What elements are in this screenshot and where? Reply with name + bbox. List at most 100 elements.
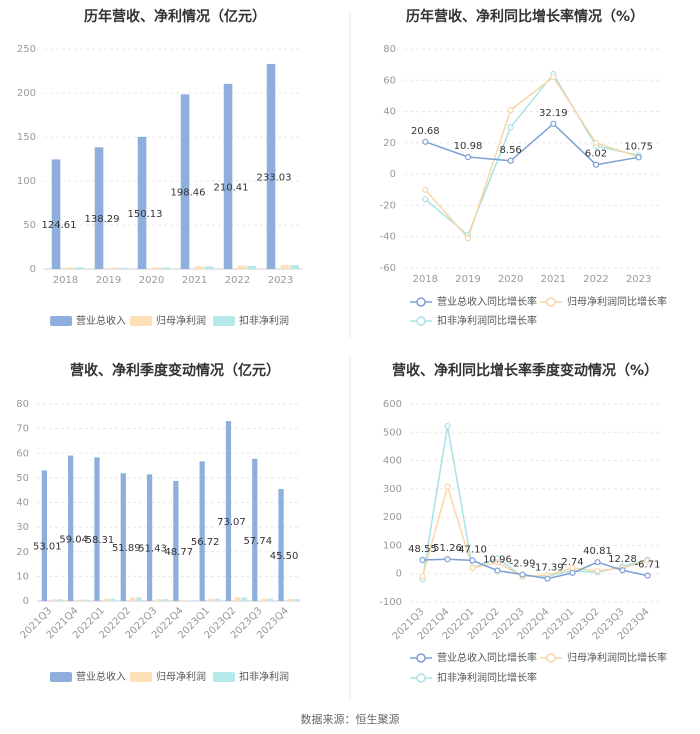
y-tick-label: 50: [23, 220, 36, 231]
y-tick-label: 0: [30, 264, 36, 275]
x-tick-label: 2023: [268, 275, 293, 286]
bar-value-label: 150.13: [128, 209, 163, 220]
bar-value-label: 57.74: [243, 536, 272, 547]
bar-revenue: [278, 488, 284, 601]
point-net-profit-growth: [594, 567, 601, 574]
bar-revenue: [51, 159, 61, 269]
bar-value-label: 198.46: [171, 188, 206, 199]
point-net-profit-growth: [507, 106, 514, 114]
point-net-profit-growth: [444, 483, 451, 490]
y-tick-label: 10: [16, 571, 29, 582]
point-revenue-growth: [644, 572, 651, 579]
y-tick-label: -60: [380, 263, 396, 274]
bar-value-label: 138.29: [85, 214, 120, 225]
x-tick-label: 2019: [96, 275, 121, 286]
line-value-label: -2.99: [510, 559, 536, 570]
legend-marker: [416, 316, 426, 326]
point-revenue-growth: [619, 567, 626, 574]
bar-net-profit: [156, 599, 162, 601]
chart-title: 营收、净利季度变动情况（亿元）: [70, 362, 280, 379]
bar-revenue: [94, 147, 104, 269]
legend-label: 归母净利润同比增长率: [567, 651, 667, 664]
legend-label: 归母净利润: [156, 314, 206, 327]
y-tick-label: -40: [380, 232, 396, 243]
bar-net-profit: [182, 600, 188, 601]
legend-marker: [416, 297, 426, 307]
bar-deducted-profit: [109, 598, 116, 601]
legend-swatch: [213, 316, 235, 326]
y-tick-label: 0: [23, 596, 29, 607]
bar-revenue: [266, 63, 276, 270]
y-tick-label: 100: [17, 176, 36, 187]
bar-revenue: [41, 470, 47, 601]
bar-revenue: [68, 455, 74, 601]
bar-deducted-profit: [136, 597, 142, 601]
legend-label: 扣非净利润: [239, 670, 289, 683]
y-tick-label: -20: [380, 200, 396, 211]
line-value-label: 8.56: [500, 145, 522, 156]
y-tick-label: 60: [383, 75, 396, 86]
chart-title: 营收、净利同比增长率季度变动情况（%）: [392, 362, 658, 379]
y-tick-label: 150: [17, 132, 36, 143]
bar-net-profit: [261, 598, 267, 601]
legend-label: 扣非净利润同比增长率: [437, 671, 537, 684]
bar-net-profit: [194, 266, 204, 269]
legend-marker: [546, 653, 556, 663]
chart-title: 历年营收、净利同比增长率情况（%）: [406, 8, 644, 25]
x-tick-label: 2022: [225, 275, 250, 286]
bar-net-profit: [108, 267, 118, 269]
point-deducted-growth: [444, 422, 451, 430]
y-tick-label: 40: [383, 107, 396, 118]
bar-value-label: 48.77: [165, 547, 194, 558]
point-net-profit-growth: [464, 235, 472, 242]
line-net-profit-growth: [424, 76, 639, 240]
line-value-label: 6.02: [585, 149, 607, 160]
bar-net-profit: [65, 267, 75, 269]
point-revenue-growth: [550, 120, 557, 127]
point-revenue-growth: [594, 559, 601, 566]
bar-deducted-profit: [118, 267, 127, 269]
bar-net-profit: [103, 598, 109, 601]
line-value-label: 10.98: [454, 141, 483, 152]
point-revenue-growth: [494, 567, 501, 574]
legend-swatch: [50, 672, 72, 682]
point-net-profit-growth: [419, 573, 426, 580]
point-revenue-growth: [419, 556, 426, 564]
line-value-label: 51.26: [433, 543, 462, 554]
y-tick-label: 0: [390, 169, 396, 180]
legend-label: 营业总收入同比增长率: [437, 295, 537, 308]
y-tick-label: 50: [16, 473, 29, 484]
point-net-profit-growth: [469, 564, 476, 572]
data-source: 数据来源：恒生聚源: [300, 713, 400, 726]
point-net-profit-growth: [422, 186, 429, 193]
x-tick-label: 2021: [541, 274, 566, 285]
x-tick-label: 2021: [182, 275, 207, 286]
bar-value-label: 210.41: [214, 182, 249, 193]
bar-revenue: [94, 457, 100, 601]
bar-revenue: [173, 480, 179, 601]
y-tick-label: 600: [383, 399, 402, 410]
point-deducted-growth: [422, 196, 429, 203]
bar-deducted-profit: [162, 599, 168, 601]
point-revenue-growth: [569, 569, 576, 577]
point-revenue-growth: [544, 575, 551, 582]
y-tick-label: 400: [383, 456, 402, 467]
bar-net-profit: [287, 599, 294, 601]
bar-net-profit: [280, 264, 290, 269]
x-tick-label: 2023: [626, 274, 651, 285]
bar-revenue: [252, 458, 258, 601]
legend-label: 营业总收入: [76, 670, 126, 683]
bar-net-profit: [151, 267, 161, 269]
y-tick-label: 40: [16, 498, 29, 509]
legend-label: 扣非净利润: [239, 314, 289, 327]
y-tick-label: 0: [396, 569, 402, 580]
bar-net-profit: [237, 265, 247, 269]
bar-deducted-profit: [294, 599, 300, 601]
bar-deducted-profit: [267, 598, 274, 601]
bar-revenue: [137, 136, 147, 269]
point-revenue-growth: [519, 571, 526, 578]
bar-deducted-profit: [290, 265, 299, 269]
bar-value-label: 58.31: [86, 535, 115, 546]
line-value-label: 47.10: [458, 544, 487, 555]
